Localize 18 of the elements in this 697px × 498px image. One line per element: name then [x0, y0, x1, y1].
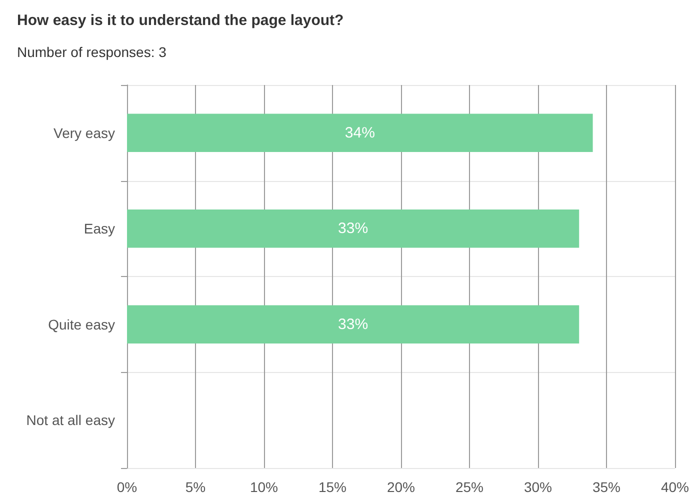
data-label: 34% [344, 124, 375, 142]
data-label: 33% [338, 316, 368, 333]
x-tick-label: 40% [660, 479, 690, 495]
x-tick-label: 5% [185, 479, 206, 495]
x-tick-label: 15% [318, 479, 347, 495]
x-tick-label: 10% [250, 479, 278, 495]
data-label: 33% [338, 220, 368, 238]
x-tick-label: 25% [455, 479, 484, 495]
chart-subtitle: Number of responses: 3 [17, 44, 167, 60]
y-tick-label: Easy [84, 220, 115, 237]
y-tick-label: Not at all easy [26, 412, 115, 428]
chart-title: How easy is it to understand the page layout? [17, 12, 344, 29]
x-tick-label: 20% [386, 479, 416, 495]
y-tick-label: Quite easy [48, 316, 115, 332]
x-tick-label: 0% [116, 479, 138, 495]
x-tick-label: 35% [592, 479, 621, 495]
y-tick-label: Very easy [54, 124, 115, 141]
x-tick-label: 30% [524, 479, 552, 495]
